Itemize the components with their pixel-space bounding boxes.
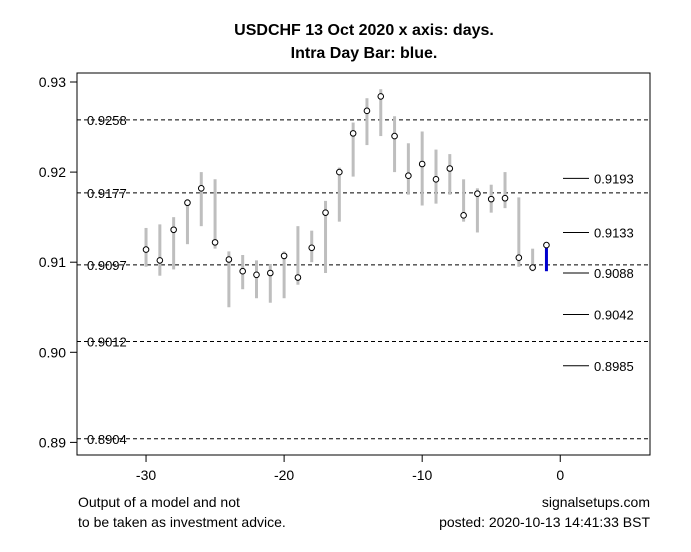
level-label: 0.9012 xyxy=(87,334,127,349)
y-tick-label: 0.92 xyxy=(39,164,66,180)
plot-frame xyxy=(76,72,651,456)
x-tick-label: -10 xyxy=(412,467,432,483)
close-point xyxy=(336,168,343,176)
close-point xyxy=(432,176,440,183)
close-point xyxy=(487,195,495,203)
disclaimer-line-2: to be taken as investment advice. xyxy=(78,514,286,530)
close-point xyxy=(501,194,509,202)
close-point xyxy=(391,132,398,140)
y-tick-label: 0.93 xyxy=(39,74,66,90)
y-tick-label: 0.89 xyxy=(39,434,66,450)
close-point xyxy=(377,93,385,100)
close-point xyxy=(211,239,219,246)
forecast-label: 0.9042 xyxy=(594,307,634,322)
forecast-levels: 0.9193 0.9133 0.9088 0.9042 0.8985 xyxy=(563,171,634,374)
x-tick-label: -30 xyxy=(136,467,156,483)
y-axis: 0.89 0.90 0.91 0.92 0.93 xyxy=(39,74,77,450)
close-point xyxy=(253,271,260,279)
forecast-label: 0.9088 xyxy=(594,266,634,281)
level-label: 0.9258 xyxy=(87,113,127,128)
close-point xyxy=(460,212,467,219)
level-label: 0.8904 xyxy=(87,432,127,447)
close-point xyxy=(156,257,164,264)
close-point xyxy=(239,267,246,275)
chart-title: USDCHF 13 Oct 2020 x axis: days. xyxy=(234,22,494,39)
forecast-label: 0.9133 xyxy=(594,225,634,240)
dashed-levels: 0.9258 0.9177 0.9097 0.9012 0.8904 xyxy=(77,113,650,447)
y-tick-label: 0.91 xyxy=(39,254,66,270)
close-point xyxy=(170,226,177,234)
chart-subtitle: Intra Day Bar: blue. xyxy=(291,45,438,62)
close-point xyxy=(322,209,329,216)
y-tick-label: 0.90 xyxy=(39,344,66,360)
close-point xyxy=(446,165,454,172)
close-point xyxy=(225,256,233,263)
close-point xyxy=(267,269,274,277)
close-point xyxy=(197,185,205,192)
x-tick-label: 0 xyxy=(556,467,564,483)
forecast-label: 0.8985 xyxy=(594,359,634,374)
posted-timestamp: posted: 2020-10-13 14:41:33 BST xyxy=(439,514,650,530)
x-axis: -30 -20 -10 0 xyxy=(136,455,564,483)
close-point xyxy=(280,252,288,260)
disclaimer-line-1: Output of a model and not xyxy=(78,494,240,510)
source-site: signalsetups.com xyxy=(542,494,650,510)
close-point xyxy=(515,254,523,261)
level-label: 0.9177 xyxy=(87,186,127,201)
close-point xyxy=(529,264,536,271)
close-point xyxy=(363,107,371,115)
x-tick-label: -20 xyxy=(274,467,294,483)
close-point xyxy=(294,274,302,281)
close-point xyxy=(405,172,412,180)
close-point xyxy=(474,190,481,198)
close-point xyxy=(543,241,550,249)
close-point xyxy=(349,130,357,137)
price-bars xyxy=(142,89,550,308)
close-point xyxy=(142,246,150,253)
level-label: 0.9097 xyxy=(87,258,127,273)
close-point xyxy=(308,244,316,252)
close-point xyxy=(418,160,426,168)
forecast-label: 0.9193 xyxy=(594,171,634,186)
close-point xyxy=(184,199,191,207)
